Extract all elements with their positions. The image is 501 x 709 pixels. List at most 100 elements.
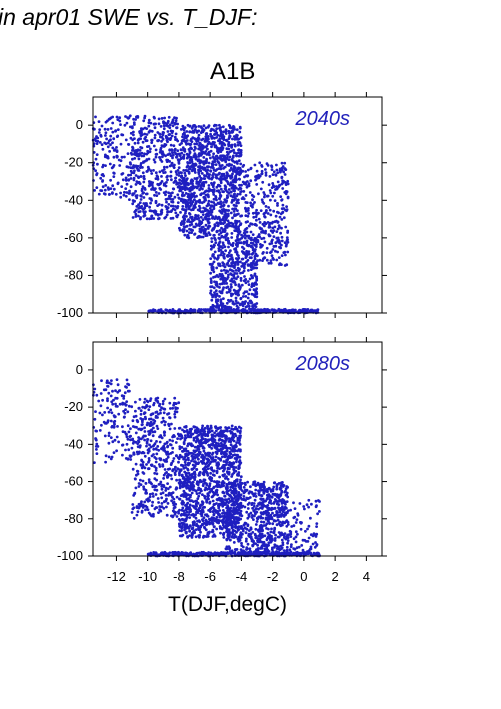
data-point (101, 413, 104, 417)
data-point (205, 217, 209, 221)
data-point (253, 201, 256, 204)
data-point (134, 215, 138, 218)
data-point (180, 310, 184, 314)
data-point (186, 484, 190, 487)
data-point (105, 137, 108, 141)
data-point (112, 137, 116, 141)
data-point (189, 430, 192, 434)
data-point (227, 290, 231, 294)
data-point (109, 134, 113, 138)
data-point (265, 251, 269, 255)
data-point (214, 173, 218, 177)
data-point (183, 438, 187, 442)
data-point (205, 520, 209, 524)
data-point (278, 245, 281, 249)
data-point (253, 273, 257, 277)
data-point (153, 193, 156, 197)
data-point (114, 129, 117, 133)
data-point (163, 116, 167, 120)
data-point (251, 506, 255, 510)
data-point (228, 224, 232, 228)
data-point (237, 159, 241, 163)
data-point (222, 268, 226, 272)
data-point (164, 450, 168, 454)
data-point (306, 308, 310, 311)
data-point (166, 178, 169, 182)
data-point (208, 217, 211, 221)
data-point (158, 402, 162, 406)
data-point (225, 282, 229, 285)
data-point (217, 167, 221, 171)
data-point (186, 444, 190, 448)
data-point (211, 433, 215, 437)
data-point (136, 472, 140, 476)
data-point (192, 149, 196, 152)
data-point (104, 454, 108, 458)
data-point (257, 192, 260, 196)
data-point (204, 462, 208, 466)
data-point (202, 482, 205, 486)
data-point (194, 216, 197, 220)
data-point (211, 505, 215, 509)
data-point (209, 169, 213, 173)
data-point (215, 136, 219, 139)
data-point (243, 266, 246, 270)
data-point (249, 308, 253, 312)
data-point (191, 200, 195, 204)
data-point (235, 272, 239, 275)
data-point (238, 459, 242, 462)
data-point (119, 191, 122, 195)
data-point (224, 189, 228, 192)
data-point (216, 466, 220, 470)
data-point (311, 309, 315, 312)
data-point (175, 173, 179, 176)
data-point (235, 154, 238, 158)
data-point (142, 154, 146, 158)
data-point (201, 127, 204, 131)
data-point (204, 150, 208, 153)
data-point (193, 473, 197, 476)
data-point (197, 486, 201, 490)
data-point (194, 460, 197, 464)
data-point (132, 171, 136, 175)
data-point (101, 165, 104, 169)
data-point (202, 162, 206, 166)
data-point (145, 463, 148, 466)
data-point (124, 138, 128, 142)
data-point (215, 482, 219, 486)
data-point (255, 283, 258, 286)
data-point (139, 417, 143, 420)
data-point (208, 262, 212, 266)
data-point (102, 420, 106, 424)
data-point (175, 486, 178, 489)
data-point (228, 150, 232, 154)
data-point (210, 518, 214, 522)
data-point (182, 153, 186, 157)
data-point (246, 244, 250, 248)
data-point (226, 533, 230, 537)
data-point (227, 204, 230, 208)
data-point (196, 236, 200, 240)
data-point (106, 186, 110, 190)
data-point (216, 464, 220, 468)
data-point (250, 516, 254, 519)
data-point (150, 482, 154, 486)
plot-frame (92, 96, 383, 314)
data-point (258, 221, 262, 224)
data-point (198, 206, 202, 210)
data-point (184, 211, 187, 215)
data-point (180, 141, 184, 145)
data-point (242, 242, 246, 245)
data-point (230, 201, 234, 204)
data-point (278, 183, 282, 187)
data-point (250, 292, 254, 296)
data-point (254, 222, 257, 226)
data-point (225, 476, 228, 480)
data-point (197, 170, 201, 174)
data-point (248, 288, 252, 292)
data-point (123, 415, 126, 419)
figure-title: in apr01 SWE vs. T_DJF: (0, 4, 258, 30)
data-point (233, 276, 236, 280)
data-point (238, 192, 242, 196)
data-point (212, 207, 216, 211)
